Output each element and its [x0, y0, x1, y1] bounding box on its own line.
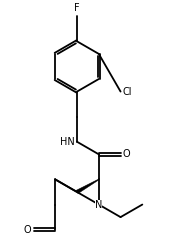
- Text: HN: HN: [60, 137, 75, 147]
- Text: N: N: [95, 199, 103, 209]
- Text: Cl: Cl: [123, 86, 132, 97]
- Text: O: O: [24, 225, 32, 235]
- Text: O: O: [123, 149, 130, 159]
- Polygon shape: [76, 179, 99, 194]
- Text: F: F: [74, 3, 80, 13]
